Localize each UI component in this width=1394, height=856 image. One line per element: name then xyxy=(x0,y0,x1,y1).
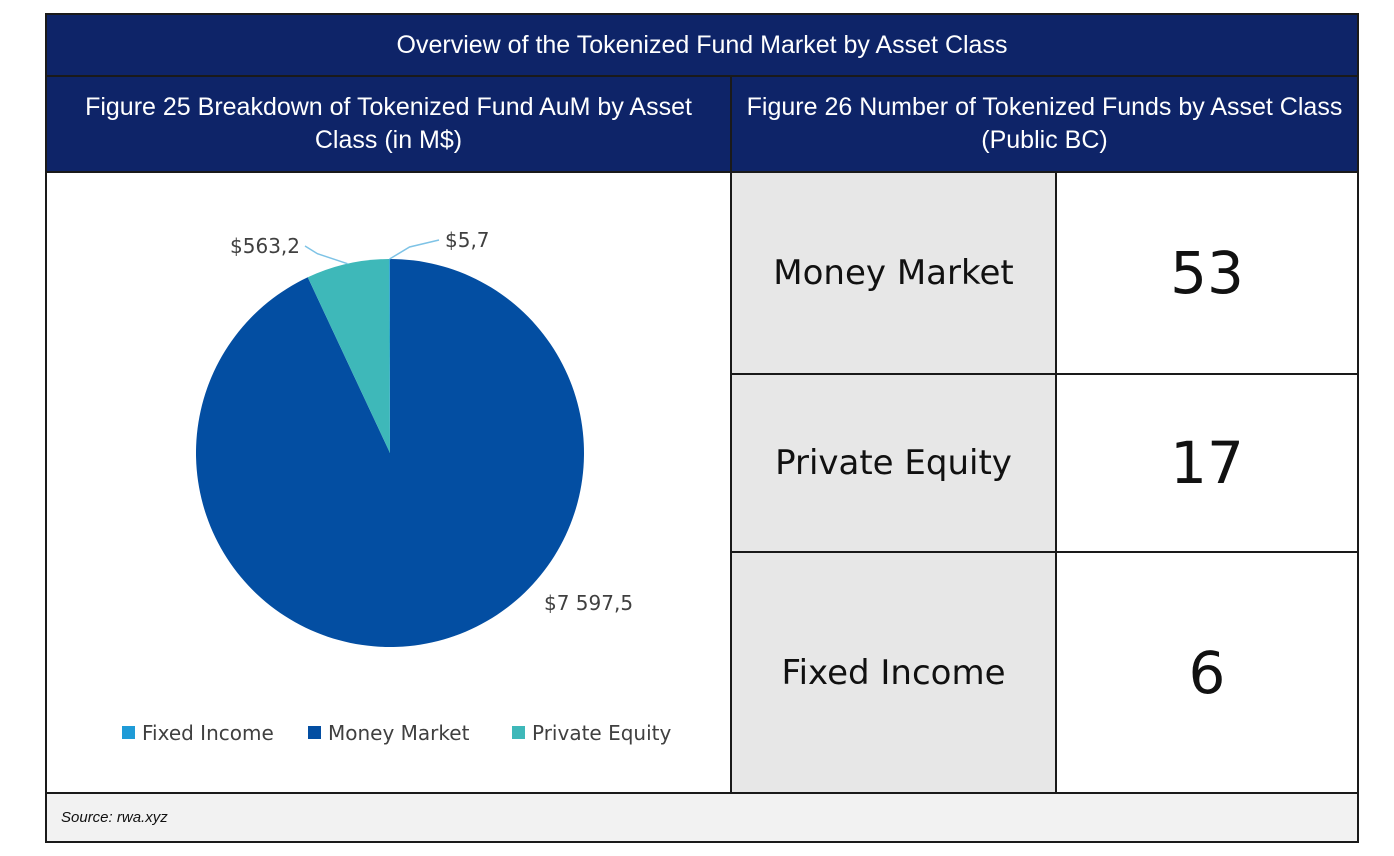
pie-slice-money-market xyxy=(195,259,584,647)
figure25-title: Figure 25 Breakdown of Tokenized Fund Au… xyxy=(47,77,732,173)
fund-count: 6 xyxy=(1057,553,1357,792)
legend-label: Fixed Income xyxy=(142,721,274,745)
legend-swatch xyxy=(308,726,321,739)
pie-slice-fixed-income xyxy=(389,259,390,453)
source-note: Source: rwa.xyz xyxy=(47,792,1357,841)
data-label: $563,2 xyxy=(230,234,300,258)
data-label: $7 597,5 xyxy=(544,591,633,615)
asset-class-label: Fixed Income xyxy=(732,553,1057,792)
funds-table: Money Market 53 Private Equity 17 Fixed … xyxy=(732,173,1357,792)
legend-label: Money Market xyxy=(328,721,470,745)
legend-label: Private Equity xyxy=(532,721,671,745)
data-label: $5,7 xyxy=(445,228,490,252)
table-row: Money Market 53 xyxy=(732,173,1357,375)
pie-chart: $563,2 $5,7 $7 597,5 Fixed Income Money Mark… xyxy=(122,228,671,745)
figure-frame: Overview of the Tokenized Fund Market by… xyxy=(45,13,1359,843)
asset-class-label: Money Market xyxy=(732,173,1057,373)
asset-class-label: Private Equity xyxy=(732,375,1057,551)
overview-title: Overview of the Tokenized Fund Market by… xyxy=(47,15,1357,77)
pie-chart-cell: $563,2 $5,7 $7 597,5 Fixed Income Money Mark… xyxy=(47,173,732,792)
table-row: Private Equity 17 xyxy=(732,375,1357,553)
fund-count: 53 xyxy=(1057,173,1357,373)
fund-count: 17 xyxy=(1057,375,1357,551)
pie-slice-private-equity xyxy=(307,259,390,453)
leader-line xyxy=(389,239,440,260)
legend-swatch xyxy=(122,726,135,739)
figure26-title: Figure 26 Number of Tokenized Funds by A… xyxy=(732,77,1357,173)
leader-line xyxy=(304,245,348,265)
legend-swatch xyxy=(512,726,525,739)
table-row: Fixed Income 6 xyxy=(732,553,1357,792)
